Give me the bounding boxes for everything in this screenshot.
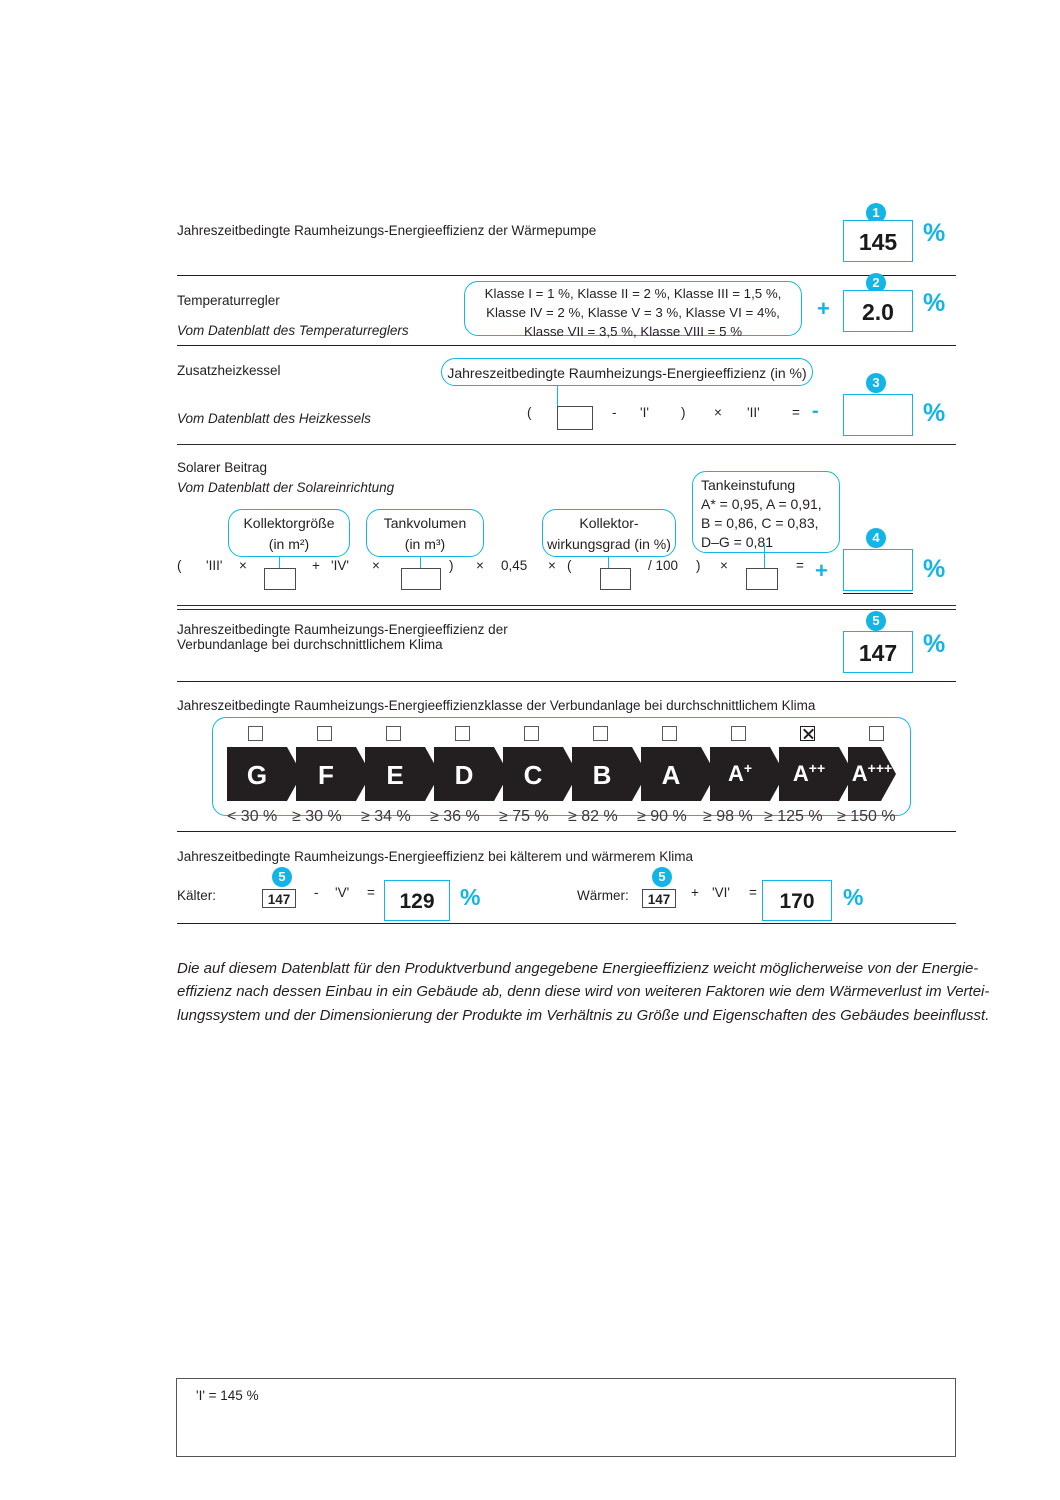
svg-text:B: B — [593, 760, 612, 790]
svg-text:D: D — [455, 760, 474, 790]
svg-text:G: G — [247, 760, 267, 790]
svg-text:F: F — [318, 760, 334, 790]
svg-text:C: C — [524, 760, 543, 790]
svg-text:E: E — [386, 760, 403, 790]
svg-text:A: A — [662, 760, 681, 790]
